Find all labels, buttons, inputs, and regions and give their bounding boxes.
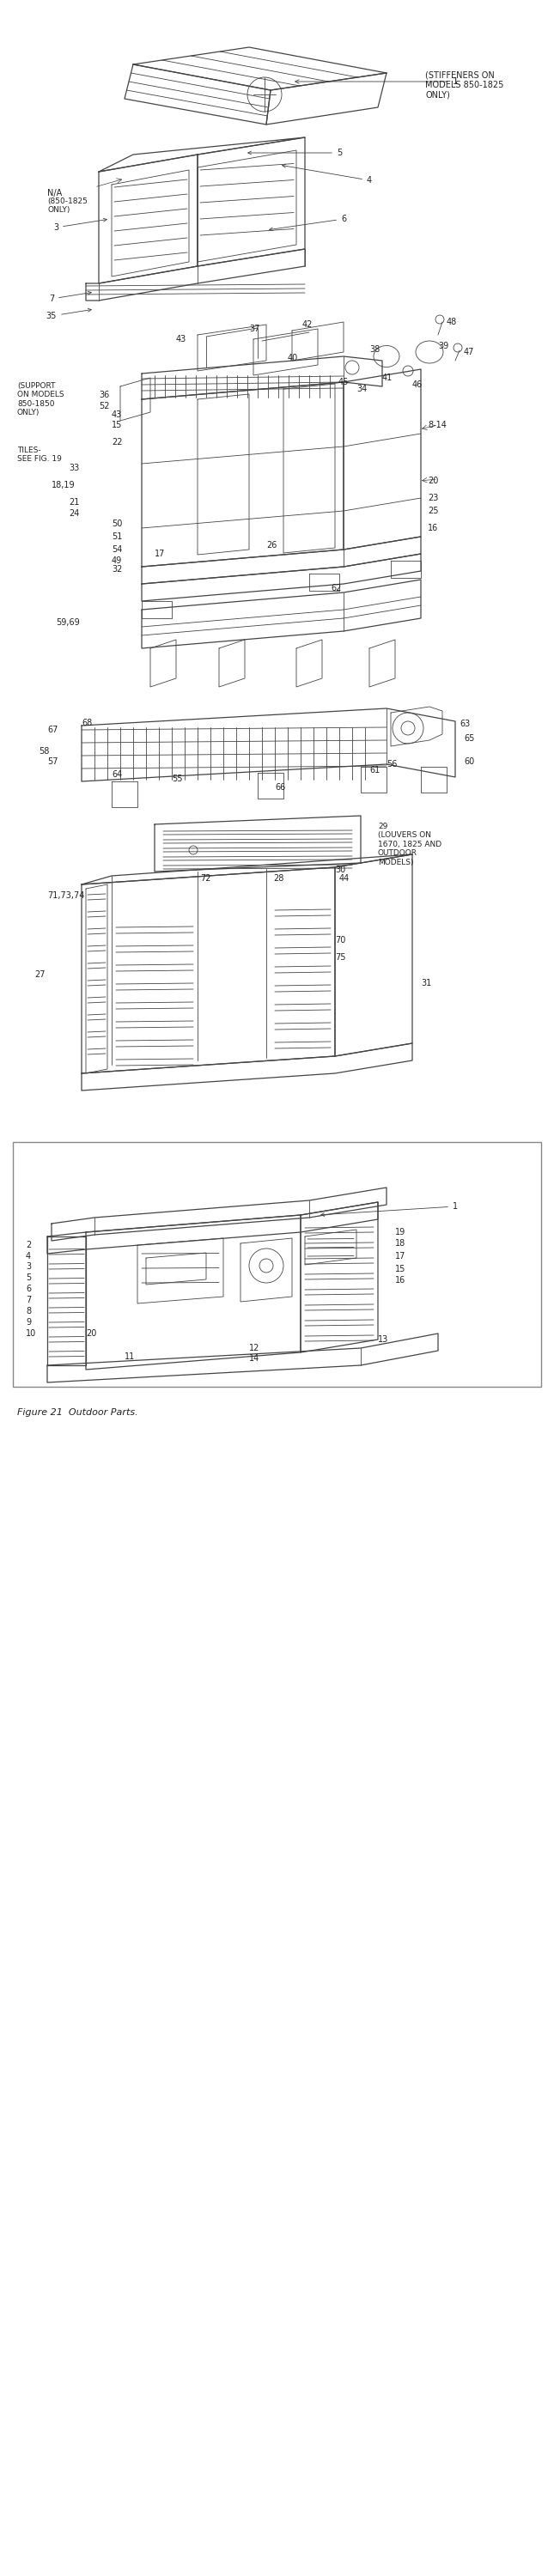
Text: 60: 60 — [464, 757, 474, 765]
Text: 58: 58 — [39, 747, 49, 755]
Text: 8: 8 — [26, 1306, 31, 1316]
Text: 72: 72 — [200, 873, 211, 884]
Text: 20: 20 — [428, 477, 438, 484]
Text: 15: 15 — [395, 1265, 406, 1273]
Text: 19: 19 — [395, 1229, 406, 1236]
Text: 71,73,74: 71,73,74 — [47, 891, 85, 899]
Text: 31: 31 — [421, 979, 432, 987]
Text: 6: 6 — [269, 214, 346, 232]
Text: 9: 9 — [26, 1319, 31, 1327]
Text: 1: 1 — [321, 1203, 458, 1216]
Text: 7: 7 — [49, 291, 91, 304]
Text: 50: 50 — [112, 520, 122, 528]
Text: 16: 16 — [428, 523, 438, 533]
Text: 24: 24 — [69, 510, 79, 518]
Text: 56: 56 — [387, 760, 397, 768]
Text: 15: 15 — [112, 420, 122, 430]
Text: 39: 39 — [438, 343, 449, 350]
Text: 6: 6 — [26, 1285, 31, 1293]
Text: 25: 25 — [428, 507, 438, 515]
Text: 32: 32 — [112, 564, 122, 574]
Text: 70: 70 — [335, 935, 346, 945]
Text: 21: 21 — [69, 497, 79, 507]
Text: 30: 30 — [335, 866, 346, 873]
Text: 51: 51 — [112, 533, 122, 541]
Text: 46: 46 — [412, 381, 423, 389]
Text: 1: 1 — [295, 77, 458, 85]
Text: 33: 33 — [69, 464, 79, 471]
Text: 66: 66 — [275, 783, 285, 791]
Text: 34: 34 — [356, 384, 367, 394]
Text: 14: 14 — [249, 1355, 260, 1363]
Text: 55: 55 — [172, 775, 182, 783]
Text: 23: 23 — [428, 495, 438, 502]
Text: 38: 38 — [370, 345, 380, 353]
Text: 49: 49 — [112, 556, 122, 564]
Text: 36: 36 — [99, 392, 109, 399]
Bar — [13, 1141, 541, 1386]
Text: 27: 27 — [34, 971, 45, 979]
Text: 18: 18 — [395, 1239, 406, 1247]
Text: 40: 40 — [288, 353, 298, 363]
Text: 22: 22 — [112, 438, 122, 446]
Text: (850-1825
ONLY): (850-1825 ONLY) — [47, 198, 88, 214]
Text: 35: 35 — [46, 309, 91, 319]
Text: 48: 48 — [447, 317, 457, 327]
Text: 3: 3 — [26, 1262, 31, 1270]
Text: 28: 28 — [273, 873, 284, 884]
Text: 26: 26 — [266, 541, 277, 549]
Text: (SUPPORT
ON MODELS
850-1850
ONLY): (SUPPORT ON MODELS 850-1850 ONLY) — [17, 381, 64, 417]
Text: 10: 10 — [26, 1329, 37, 1337]
Text: 4: 4 — [283, 165, 372, 185]
Text: 5: 5 — [26, 1273, 31, 1283]
Text: 13: 13 — [378, 1334, 388, 1345]
Text: 18,19: 18,19 — [52, 482, 75, 489]
Text: 16: 16 — [395, 1275, 406, 1285]
Text: 75: 75 — [335, 953, 346, 961]
Text: 20: 20 — [86, 1329, 96, 1337]
Text: 59,69: 59,69 — [56, 618, 80, 626]
Text: 17: 17 — [395, 1252, 406, 1260]
Text: 37: 37 — [249, 325, 260, 332]
Text: 54: 54 — [112, 546, 122, 554]
Text: 57: 57 — [47, 757, 58, 765]
Text: 61: 61 — [370, 765, 380, 775]
Text: 41: 41 — [382, 374, 393, 381]
Text: 3: 3 — [53, 219, 107, 232]
Text: 45: 45 — [338, 379, 349, 386]
Text: 62: 62 — [331, 585, 341, 592]
Text: 11: 11 — [125, 1352, 135, 1360]
Text: 68: 68 — [81, 719, 92, 726]
Text: 43: 43 — [112, 410, 122, 420]
Text: 44: 44 — [339, 873, 350, 884]
Text: 52: 52 — [99, 402, 110, 410]
Text: 7: 7 — [26, 1296, 31, 1303]
Text: TILES-
SEE FIG. 19: TILES- SEE FIG. 19 — [17, 446, 61, 464]
Text: 8-14: 8-14 — [428, 420, 447, 430]
Text: 5: 5 — [248, 149, 342, 157]
Text: 63: 63 — [459, 719, 470, 729]
Text: 42: 42 — [302, 319, 313, 330]
Text: 4: 4 — [26, 1252, 31, 1260]
Text: (STIFFENERS ON
MODELS 850-1825
ONLY): (STIFFENERS ON MODELS 850-1825 ONLY) — [425, 70, 504, 98]
Text: 43: 43 — [176, 335, 187, 343]
Text: 2: 2 — [26, 1242, 31, 1249]
Text: Figure 21  Outdoor Parts.: Figure 21 Outdoor Parts. — [17, 1409, 138, 1417]
Text: 47: 47 — [464, 348, 474, 355]
Text: 64: 64 — [112, 770, 122, 778]
Text: N/A: N/A — [47, 188, 62, 198]
Text: 65: 65 — [464, 734, 474, 742]
Text: 67: 67 — [47, 726, 58, 734]
Text: 29
(LOUVERS ON
1670, 1825 AND
OUTDOOR
MODELS): 29 (LOUVERS ON 1670, 1825 AND OUTDOOR MO… — [378, 822, 442, 866]
Text: 12: 12 — [249, 1345, 260, 1352]
Text: 17: 17 — [155, 549, 165, 559]
